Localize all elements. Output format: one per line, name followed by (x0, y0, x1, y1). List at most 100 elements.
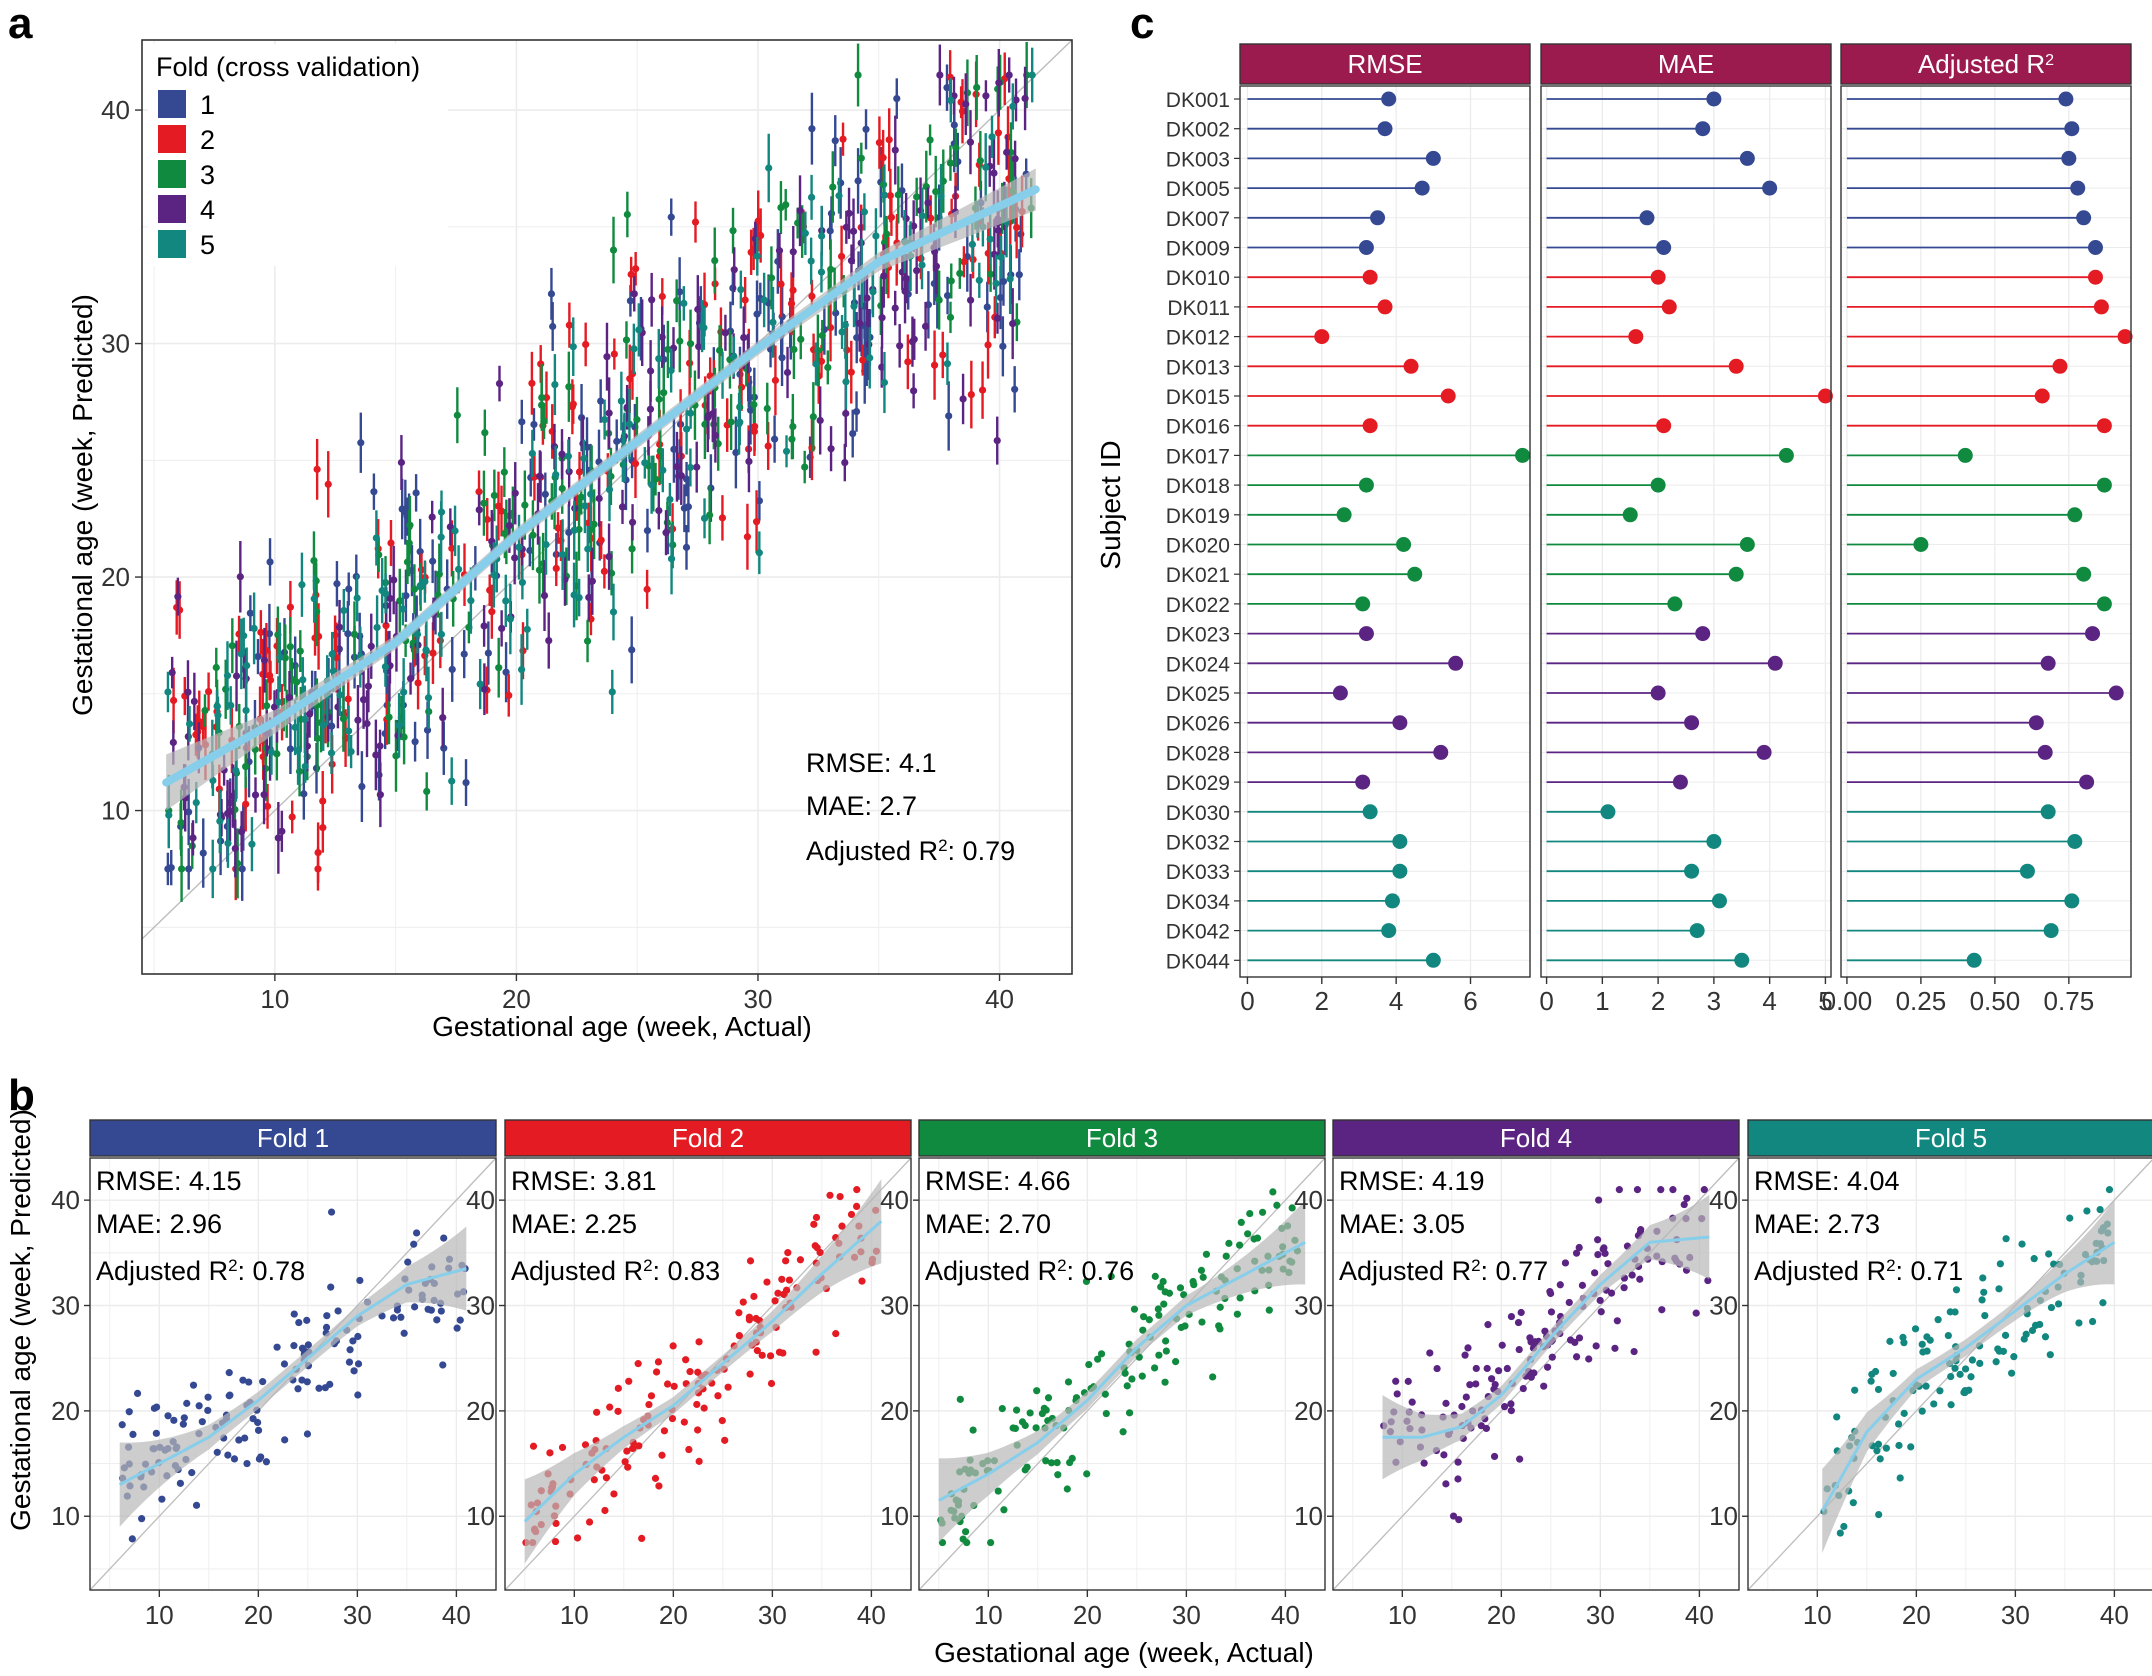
data-point (646, 405, 655, 413)
data-point (235, 1436, 243, 1444)
data-point (192, 1501, 201, 1509)
data-point (1994, 1345, 2002, 1353)
data-point (685, 1445, 693, 1454)
data-point (528, 379, 536, 387)
data-point (363, 720, 371, 728)
lollipop-head (2043, 923, 2059, 939)
lollipop-head (1667, 596, 1683, 612)
data-point (242, 800, 250, 808)
panel-c-y-axis-title: Subject ID (1095, 440, 1126, 569)
annotation-rmse: RMSE: 4.19 (1339, 1166, 1485, 1196)
data-point (1926, 1336, 1934, 1344)
data-point (1540, 1382, 1548, 1390)
data-point (246, 609, 254, 617)
data-point (1011, 1424, 1020, 1433)
data-point (807, 257, 815, 265)
lollipop-head (2079, 774, 2095, 790)
data-point (223, 672, 232, 680)
x-tick-label: 0.25 (1896, 986, 1947, 1016)
data-point (880, 378, 889, 387)
data-point (648, 296, 656, 304)
annotation-adjusted-r2: Adjusted R2: 0.71 (1754, 1256, 1963, 1287)
facet-fold-1: Fold 1 RMSE: 4.15 MAE: 2.96 Adjusted R2: 0.… (51, 1119, 497, 1630)
data-point (212, 663, 220, 672)
data-point (778, 1275, 786, 1283)
data-point (558, 551, 567, 559)
data-point (232, 766, 240, 775)
data-point (956, 1395, 964, 1403)
data-point (857, 154, 865, 162)
data-point (635, 1442, 643, 1450)
data-point (1160, 1300, 1168, 1308)
data-point (1000, 1506, 1008, 1514)
data-point (983, 303, 991, 311)
data-point (1541, 1327, 1549, 1335)
y-tick-label: 40 (1294, 1185, 1323, 1215)
annotation-rmse: RMSE: 3.81 (511, 1166, 657, 1196)
data-point (242, 762, 250, 771)
data-point (1003, 148, 1011, 156)
data-point (623, 210, 631, 219)
data-point (643, 585, 651, 593)
annotation-adjusted-r2: Adjusted R2: 0.78 (96, 1256, 305, 1287)
data-point (1101, 1390, 1109, 1398)
y-tick-label: 40 (466, 1185, 495, 1215)
data-point (558, 1443, 567, 1452)
x-tick-label: 20 (1073, 1600, 1102, 1630)
data-point (921, 322, 930, 330)
data-point (521, 501, 529, 509)
data-point (2031, 1321, 2040, 1329)
data-point (827, 209, 836, 218)
data-point (817, 268, 826, 276)
data-point (446, 523, 454, 531)
data-point (502, 597, 510, 605)
subject-id-DK016: DK016 (1166, 416, 1230, 439)
data-point (680, 504, 688, 512)
lollipop-head (2040, 804, 2056, 820)
data-point (1042, 1457, 1050, 1465)
data-point (1526, 1334, 1534, 1342)
lollipop-head (1656, 418, 1672, 434)
data-point (736, 418, 744, 426)
data-point (1455, 1515, 1463, 1524)
data-point (783, 368, 792, 377)
data-point (313, 465, 321, 473)
data-point (624, 1463, 632, 1471)
data-point (529, 531, 537, 539)
facet-plot-area (1841, 86, 2131, 977)
data-point (257, 1453, 265, 1461)
lollipop-head (2052, 358, 2068, 374)
data-point (1867, 1377, 1875, 1385)
data-point (1951, 1364, 1959, 1372)
data-point (569, 343, 577, 351)
data-point (303, 1316, 311, 1324)
data-point (448, 665, 456, 673)
data-point (663, 1380, 672, 1388)
x-tick-label: 20 (1487, 1600, 1516, 1630)
data-point (1054, 1471, 1062, 1479)
data-point (1151, 1272, 1159, 1280)
data-point (437, 533, 445, 541)
data-point (777, 280, 785, 288)
data-point (290, 1310, 298, 1318)
data-point (1611, 1344, 1619, 1352)
lollipop-head (2085, 626, 2101, 642)
data-point (1021, 1466, 1029, 1474)
data-point (693, 463, 701, 471)
data-point (298, 581, 306, 589)
x-tick-label: 40 (857, 1600, 886, 1630)
data-point (771, 376, 780, 384)
data-point (1083, 1470, 1091, 1478)
lollipop-head (1362, 269, 1378, 285)
data-point (1017, 230, 1025, 238)
lollipop-head (2064, 121, 2080, 137)
facet-frame (504, 1157, 912, 1591)
data-point (257, 628, 265, 636)
data-point (1028, 71, 1036, 79)
data-point (787, 300, 796, 308)
data-point (358, 782, 366, 791)
data-point (228, 642, 236, 650)
data-point (1591, 1269, 1599, 1277)
data-point (243, 661, 251, 670)
